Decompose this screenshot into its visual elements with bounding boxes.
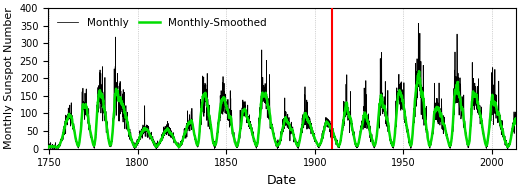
Monthly-Smoothed xyxy=(250,135,256,138)
Legend: Monthly, Monthly-Smoothed: Monthly, Monthly-Smoothed xyxy=(53,13,271,32)
Monthly xyxy=(144,125,150,127)
Monthly xyxy=(415,22,422,24)
Monthly-Smoothed xyxy=(513,132,519,135)
Monthly-Smoothed xyxy=(343,105,349,108)
Monthly xyxy=(153,147,160,150)
Monthly xyxy=(343,115,349,117)
Monthly xyxy=(513,113,519,115)
Monthly-Smoothed xyxy=(121,110,127,112)
Monthly xyxy=(45,145,51,147)
Line: Monthly: Monthly xyxy=(48,23,516,149)
Monthly-Smoothed xyxy=(164,127,171,130)
Monthly xyxy=(164,120,171,123)
Monthly xyxy=(250,136,256,139)
Monthly-Smoothed xyxy=(45,146,51,149)
Monthly-Smoothed xyxy=(54,146,60,149)
Monthly xyxy=(74,145,81,148)
Monthly-Smoothed xyxy=(144,129,150,131)
Monthly-Smoothed xyxy=(416,70,422,72)
Y-axis label: Monthly Sunspot Number: Monthly Sunspot Number xyxy=(4,7,14,149)
Monthly-Smoothed xyxy=(75,144,81,147)
X-axis label: Date: Date xyxy=(267,174,297,187)
Line: Monthly-Smoothed: Monthly-Smoothed xyxy=(48,71,516,148)
Monthly xyxy=(121,105,127,107)
